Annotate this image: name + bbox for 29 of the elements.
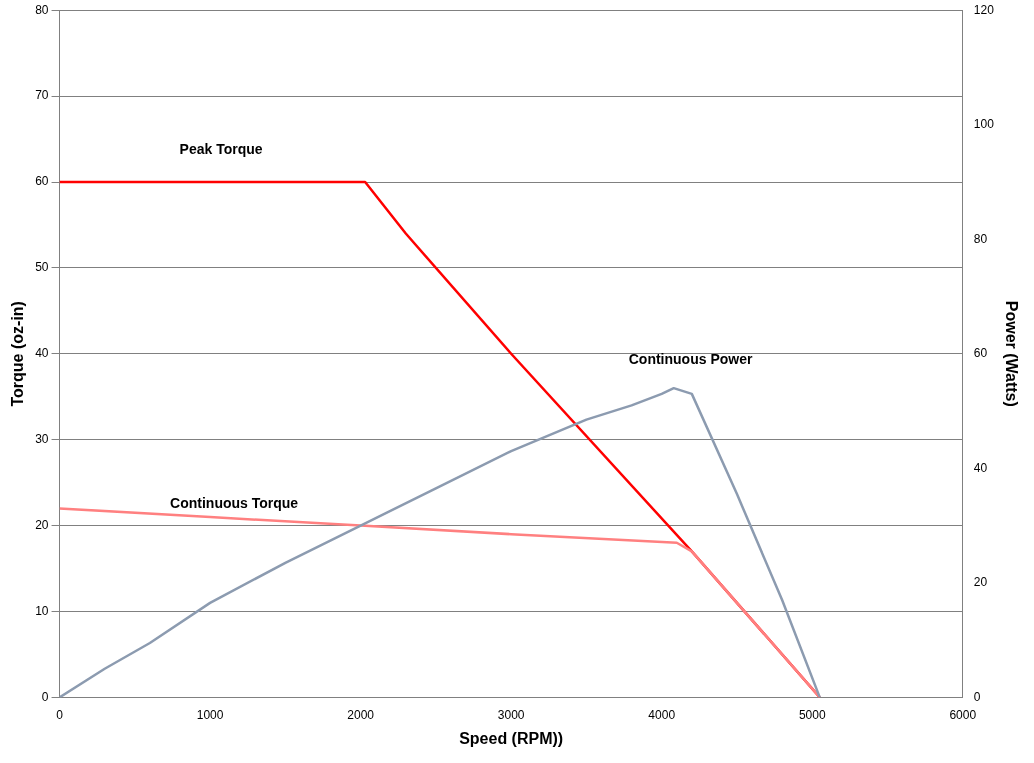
y-tick-label: 60 [35, 174, 49, 189]
y2-tick-label: 80 [973, 231, 988, 246]
x-tick-label: 5000 [798, 707, 826, 722]
x-tick-label: 3000 [497, 707, 525, 722]
y2-tick-label: 40 [973, 460, 988, 475]
y2-tick-label: 20 [973, 575, 988, 590]
y-tick-label: 20 [35, 517, 49, 532]
x-tick-label: 1000 [196, 707, 224, 722]
y2-tick-label: 100 [973, 117, 995, 132]
x-tick-label: 2000 [347, 707, 375, 722]
y2-tick-label: 60 [973, 346, 988, 361]
y-tick-label: 10 [35, 603, 49, 618]
y-tick-label: 30 [35, 432, 49, 447]
series-label: Peak Torque [179, 140, 263, 157]
y2-axis-title: Power (Watts) [1002, 300, 1020, 407]
y-tick-label: 70 [35, 88, 49, 103]
y-tick-label: 50 [35, 260, 49, 275]
y2-tick-label: 0 [973, 689, 981, 704]
x-tick-label: 6000 [949, 707, 977, 722]
y-axis-title: Torque (oz-in) [9, 301, 27, 407]
series-label: Continuous Torque [170, 494, 299, 511]
y2-tick-label: 120 [973, 2, 995, 17]
text: Continuous Power [628, 351, 753, 368]
y-tick-label: 40 [35, 346, 49, 361]
x-tick-label: 4000 [648, 707, 676, 722]
x-tick-label: 0 [56, 707, 64, 722]
y-tick-label: 80 [35, 2, 49, 17]
y-tick-label: 0 [41, 689, 49, 704]
x-axis-title: Speed (RPM)) [459, 729, 564, 747]
